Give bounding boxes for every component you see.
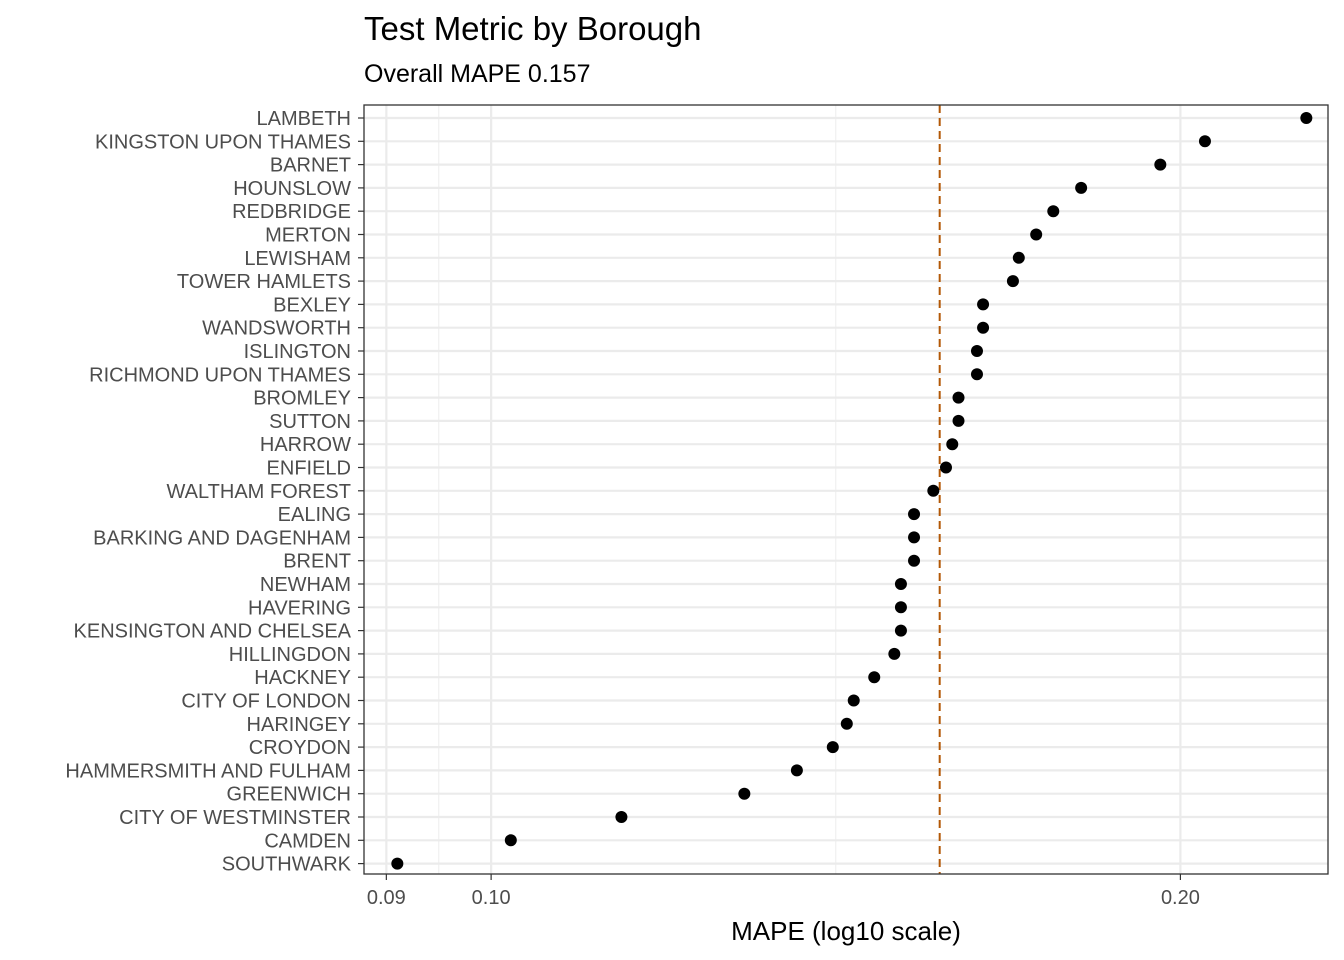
data-point bbox=[970, 368, 983, 381]
x-gridlines bbox=[385, 105, 1182, 874]
panel-border bbox=[363, 104, 1329, 875]
y-tick-label: KINGSTON UPON THAMES bbox=[95, 131, 351, 153]
y-tick-label: ENFIELD bbox=[267, 458, 351, 480]
y-tick-label: TOWER HAMLETS bbox=[177, 271, 351, 293]
y-tick-label: HARINGEY bbox=[247, 714, 351, 736]
y-tick-label: BARKING AND DAGENHAM bbox=[93, 527, 351, 549]
data-point bbox=[826, 741, 839, 754]
y-tick-label: NEWHAM bbox=[260, 574, 351, 596]
chart-title: Test Metric by Borough bbox=[364, 10, 701, 47]
y-tick-label: CROYDON bbox=[249, 737, 351, 759]
y-tick-label: LEWISHAM bbox=[244, 248, 351, 270]
data-point bbox=[504, 834, 517, 847]
data-point bbox=[908, 554, 921, 567]
data-point bbox=[790, 764, 803, 777]
y-tick-label: SUTTON bbox=[269, 411, 351, 433]
y-tick-label: HOUNSLOW bbox=[233, 178, 351, 200]
y-tick-label: GREENWICH bbox=[227, 784, 351, 806]
chart-subtitle: Overall MAPE 0.157 bbox=[364, 60, 591, 88]
data-point bbox=[847, 694, 860, 707]
y-tick-label: CITY OF LONDON bbox=[181, 691, 351, 713]
y-tick-label: HAVERING bbox=[248, 597, 351, 619]
data-point bbox=[888, 647, 901, 660]
data-points bbox=[391, 112, 1313, 870]
y-tick-label: HILLINGDON bbox=[229, 644, 351, 666]
data-point bbox=[1198, 135, 1211, 148]
data-point bbox=[1154, 158, 1167, 171]
y-tick-label: KENSINGTON AND CHELSEA bbox=[74, 621, 352, 643]
data-point bbox=[615, 811, 628, 823]
data-point bbox=[977, 298, 990, 311]
x-tick-label: 0.20 bbox=[1161, 887, 1200, 909]
y-tick-label: WANDSWORTH bbox=[202, 318, 351, 340]
data-point bbox=[1047, 205, 1060, 218]
y-tick-label: EALING bbox=[278, 504, 351, 526]
y-tick-label: REDBRIDGE bbox=[232, 201, 351, 223]
y-tick-label: BARNET bbox=[270, 155, 351, 177]
y-tick-label: LAMBETH bbox=[257, 108, 351, 130]
y-tick-label: BROMLEY bbox=[253, 388, 351, 410]
y-tick-label: CITY OF WESTMINSTER bbox=[119, 807, 351, 829]
data-point bbox=[1012, 251, 1025, 264]
data-point bbox=[946, 438, 959, 451]
data-point bbox=[908, 531, 921, 544]
data-point bbox=[894, 578, 907, 590]
data-point bbox=[1006, 275, 1019, 288]
y-tick-label: BRENT bbox=[283, 551, 351, 573]
data-point bbox=[952, 391, 965, 404]
y-gridlines bbox=[364, 116, 1328, 865]
x-tick-label: 0.10 bbox=[472, 887, 511, 909]
y-tick-label: HACKNEY bbox=[254, 667, 351, 689]
data-point bbox=[1075, 181, 1088, 194]
data-point bbox=[840, 717, 853, 730]
x-tick-label: 0.09 bbox=[367, 887, 406, 909]
data-point bbox=[894, 601, 907, 614]
data-point bbox=[1300, 112, 1313, 124]
data-point bbox=[908, 508, 921, 521]
y-tick-label: HAMMERSMITH AND FULHAM bbox=[65, 760, 351, 782]
y-tick-label: SOUTHWARK bbox=[222, 854, 352, 876]
data-point bbox=[970, 345, 983, 357]
x-axis: 0.09 0.10 0.20 bbox=[367, 874, 1200, 909]
data-point bbox=[894, 624, 907, 637]
data-point bbox=[927, 484, 940, 497]
y-tick-label: ISLINGTON bbox=[244, 341, 351, 363]
data-point bbox=[952, 414, 965, 427]
data-point bbox=[977, 321, 990, 334]
y-tick-label: BEXLEY bbox=[273, 294, 351, 316]
data-point bbox=[939, 461, 952, 474]
data-point bbox=[738, 787, 751, 800]
y-tick-label: MERTON bbox=[265, 225, 351, 247]
y-tick-label: WALTHAM FOREST bbox=[167, 481, 351, 503]
data-point bbox=[1030, 228, 1043, 241]
data-point bbox=[868, 671, 881, 684]
data-point bbox=[391, 857, 404, 870]
x-axis-label: MAPE (log10 scale) bbox=[731, 916, 961, 946]
y-tick-label: CAMDEN bbox=[264, 830, 351, 852]
y-tick-label: HARROW bbox=[260, 434, 351, 456]
y-tick-label: RICHMOND UPON THAMES bbox=[89, 364, 351, 386]
